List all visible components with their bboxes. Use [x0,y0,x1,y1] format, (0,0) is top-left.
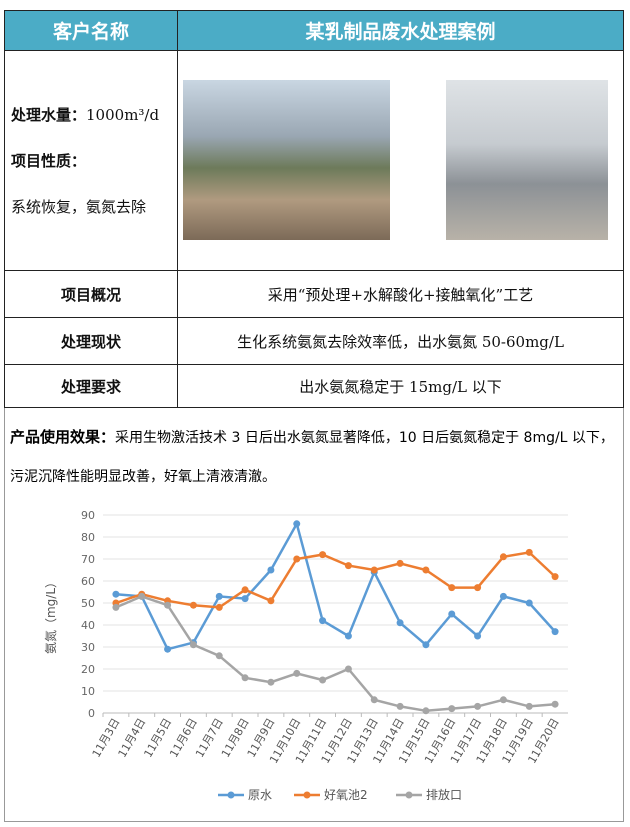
info-cell: 处理水量：1000m³/d 项目性质： 系统恢复，氨氮去除 [4,50,178,271]
header-case-title: 某乳制品废水处理案例 [177,10,624,51]
nature-label: 项目性质： [11,151,87,170]
effect-text: 采用生物激活技术 3 日后出水氨氮显著降低，10 日后氨氮稳定于 8mg/L 以… [10,430,614,485]
row-label-status: 处理现状 [4,317,178,365]
row-value-status: 生化系统氨氮去除效率低，出水氨氮 50-60mg/L [177,317,624,365]
volume-label: 处理水量： [11,105,87,124]
volume-value: 1000m³/d [86,105,160,124]
header-customer-label: 客户名称 [4,10,178,51]
row-label-overview: 项目概况 [4,270,178,318]
effect-label: 产品使用效果： [10,428,116,446]
row-label-requirement: 处理要求 [4,364,178,408]
case-table: 客户名称 某乳制品废水处理案例 处理水量：1000m³/d 项目性质： 系统恢复… [4,10,624,408]
nature-value: 系统恢复，氨氮去除 [11,197,147,216]
effect-paragraph: 产品使用效果：采用生物激活技术 3 日后出水氨氮显著降低，10 日后氨氮稳定于 … [10,418,615,496]
site-photo-1 [183,80,390,240]
row-value-overview: 采用“预处理+水解酸化+接触氧化”工艺 [177,270,624,318]
row-value-requirement: 出水氨氮稳定于 15mg/L 以下 [177,364,624,408]
site-photo-2 [446,80,608,240]
